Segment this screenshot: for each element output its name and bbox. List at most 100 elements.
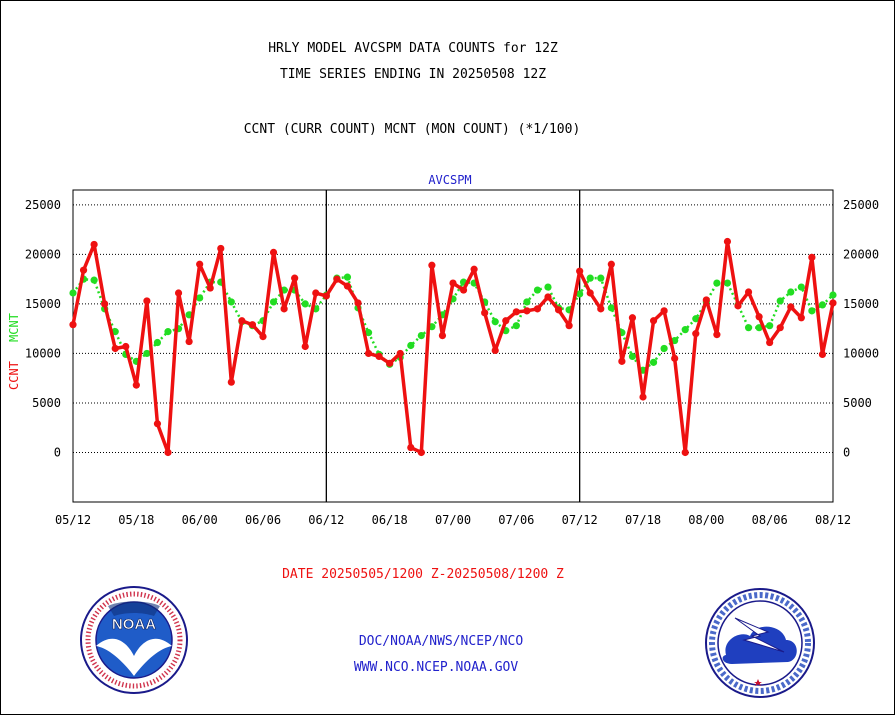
- ccnt-point: [90, 240, 98, 249]
- mcnt-point: [227, 298, 235, 306]
- x-tick-label: 05/12: [55, 513, 91, 527]
- y-tick-label-left: 10000: [25, 346, 61, 360]
- noaa-seal-text: NOAA: [112, 616, 156, 633]
- ccnt-point: [69, 321, 77, 329]
- ccnt-point: [132, 381, 140, 389]
- ccnt-point: [417, 448, 425, 457]
- ccnt-point: [301, 342, 309, 351]
- mcnt-point: [343, 273, 352, 281]
- y-tick-label-left: 0: [54, 445, 61, 459]
- ccnt-point: [481, 309, 489, 317]
- x-tick-label: 06/06: [245, 513, 281, 527]
- grid-layer: [73, 190, 833, 502]
- mcnt-point: [755, 324, 763, 332]
- ccnt-point: [438, 332, 447, 340]
- ccnt-point: [217, 244, 225, 253]
- ccnt-point: [597, 305, 605, 313]
- nws-seal: [705, 588, 815, 698]
- x-tick-label: 08/00: [688, 513, 724, 527]
- ccnt-point: [639, 393, 647, 401]
- mcnt-point: [69, 289, 77, 297]
- ccnt-point: [185, 337, 193, 346]
- ccnt-point: [153, 420, 162, 428]
- mcnt-point: [586, 274, 594, 282]
- mcnt-point: [797, 283, 805, 291]
- mcnt-point: [407, 341, 415, 350]
- ccnt-point: [766, 338, 774, 347]
- ccnt-point: [713, 331, 721, 339]
- ccnt-point: [322, 292, 330, 300]
- noaa-seal: NOAA: [80, 586, 188, 694]
- ccnt-point: [343, 282, 352, 290]
- mcnt-point: [576, 290, 584, 298]
- ccnt-point: [428, 261, 436, 269]
- ccnt-point: [744, 288, 753, 296]
- ccnt-point: [660, 307, 668, 315]
- ccnt-point: [829, 299, 837, 307]
- mcnt-point: [776, 297, 784, 305]
- y-tick-label-right: 20000: [843, 247, 879, 261]
- x-tick-label: 05/18: [118, 513, 154, 527]
- ccnt-point: [628, 314, 637, 322]
- mcnt-point: [818, 301, 827, 309]
- ccnt-point: [491, 346, 499, 355]
- ccnt-point: [470, 265, 478, 273]
- ccnt-point: [248, 321, 257, 329]
- y-axis-label-mcnt: MCNT: [7, 313, 21, 342]
- ccnt-point: [174, 289, 183, 297]
- ccnt-point: [586, 289, 594, 297]
- ccnt-point: [512, 308, 520, 316]
- ccnt-point: [143, 297, 151, 305]
- ccnt-point: [375, 352, 383, 360]
- ccnt-point: [671, 354, 679, 362]
- series-line-ccnt: [71, 239, 835, 455]
- ccnt-point: [554, 306, 563, 314]
- subtitle: CCNT (CURR COUNT) MCNT (MON COUNT) (*1/1…: [244, 122, 581, 137]
- x-tick-label: 07/12: [562, 513, 598, 527]
- mcnt-point: [660, 344, 668, 353]
- mcnt-point: [808, 307, 816, 315]
- y-tick-label-left: 20000: [25, 247, 61, 261]
- mcnt-point: [417, 332, 425, 340]
- ccnt-point: [396, 349, 404, 358]
- mcnt-point: [607, 304, 615, 312]
- ccnt-point: [227, 378, 235, 386]
- ccnt-point: [533, 305, 542, 313]
- x-tick-label: 07/00: [435, 513, 471, 527]
- ccnt-point: [111, 344, 119, 353]
- y-tick-labels-right: 0 5000 10000 15000 20000 25000: [843, 198, 879, 460]
- ccnt-point: [459, 286, 468, 294]
- ccnt-point: [407, 443, 415, 452]
- ccnt-point: [797, 314, 805, 322]
- ccnt-point: [787, 303, 795, 311]
- x-tick-label: 06/12: [308, 513, 344, 527]
- title-line-1: HRLY MODEL AVCSPM DATA COUNTS for 12Z: [268, 41, 558, 56]
- mcnt-point: [196, 294, 204, 302]
- title-line-2: TIME SERIES ENDING IN 20250508 12Z: [280, 67, 546, 82]
- ccnt-point: [196, 260, 204, 268]
- mcnt-point: [628, 352, 637, 360]
- mcnt-point: [829, 291, 837, 299]
- y-tick-label-left: 15000: [25, 297, 61, 311]
- ccnt-point: [681, 448, 689, 457]
- ccnt-point: [723, 237, 732, 246]
- y-tick-label-left: 5000: [32, 396, 61, 410]
- ccnt-point: [692, 330, 700, 338]
- ccnt-point: [818, 350, 827, 359]
- ccnt-point: [206, 284, 214, 292]
- mcnt-point: [649, 358, 658, 366]
- mcnt-point: [723, 279, 732, 287]
- plot-border: [72, 189, 834, 503]
- y-axis-label-group: CCNT MCNT: [7, 313, 21, 390]
- ccnt-point: [280, 305, 288, 313]
- mcnt-point: [90, 276, 98, 284]
- ccnt-point: [164, 448, 172, 457]
- ccnt-point: [808, 253, 816, 261]
- y-tick-label-right: 0: [843, 445, 850, 459]
- ccnt-point: [238, 317, 246, 325]
- mcnt-point: [533, 286, 542, 294]
- ccnt-point: [269, 248, 278, 256]
- x-tick-label: 06/00: [182, 513, 218, 527]
- ccnt-point: [312, 289, 320, 297]
